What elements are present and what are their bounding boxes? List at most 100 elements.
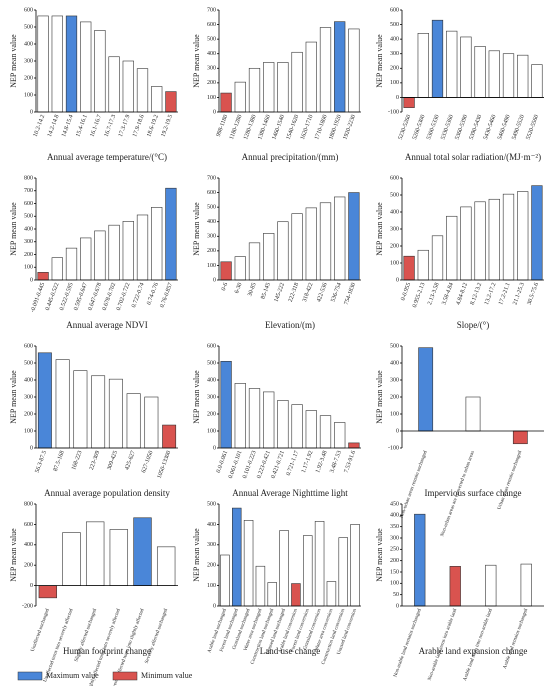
bar [314, 521, 325, 607]
bar [512, 430, 528, 445]
x-tick-label: 10.2-14.2 [33, 114, 47, 138]
bar [220, 261, 232, 281]
bar [417, 249, 429, 281]
y-tick-label: 100 [207, 263, 216, 269]
x-tick-label: 627-1050 [141, 450, 155, 474]
y-tick-label: 400 [207, 219, 216, 225]
x-tick-label: 17.9-18.6 [132, 114, 146, 138]
x-tick-label: 0.76-0.857 [160, 282, 175, 308]
y-axis-label: NEP mean value [192, 34, 201, 88]
bar [446, 30, 458, 98]
bar [502, 193, 515, 281]
y-tick-label: 0 [396, 95, 399, 101]
bar [62, 532, 81, 586]
bar [234, 383, 246, 449]
y-tick-label: 500 [24, 360, 33, 366]
x-tick-label: 1460-1540 [272, 114, 287, 140]
y-tick-label: 500 [390, 192, 399, 198]
legend-label: Maximum value [46, 671, 99, 680]
bar [431, 235, 444, 281]
bar [502, 53, 515, 98]
bar [51, 257, 63, 281]
bar [156, 546, 176, 586]
bar [108, 224, 120, 281]
bar [220, 360, 232, 449]
y-tick-label: 300 [207, 66, 216, 72]
y-axis-label: NEP mean value [9, 34, 18, 88]
y-tick-label: 400 [207, 377, 216, 383]
bar [65, 247, 78, 281]
y-tick-label: 600 [24, 522, 33, 528]
y-tick-label: 150 [390, 569, 399, 575]
x-tick-label: Urban areas remain unchanged [497, 450, 523, 510]
x-tick-label: Non-urban areas remain unchanged [400, 450, 429, 519]
y-axis-label: NEP mean value [192, 370, 201, 424]
bar [303, 535, 313, 607]
x-tick-label: 0.421-0.721 [271, 450, 287, 479]
y-tick-label: 500 [207, 501, 216, 507]
bar [291, 213, 303, 281]
x-tick-label: Arable land turns into non-arable land [463, 608, 494, 682]
y-tick-label: 0 [213, 277, 216, 283]
y-tick-label: 500 [390, 22, 399, 28]
y-axis-label: NEP mean value [9, 528, 18, 582]
bar [403, 255, 415, 281]
bar [108, 56, 120, 113]
x-tick-label: 422-536 [316, 282, 328, 303]
y-tick-label: 0 [213, 603, 216, 609]
bar [460, 206, 472, 281]
bar [334, 422, 346, 449]
x-tick-label: 19.2-19.5 [161, 114, 175, 138]
x-axis-title: Human footprint change [63, 646, 151, 656]
y-tick-label: 700 [24, 188, 33, 194]
x-tick-label: 5300-5330 [426, 114, 441, 140]
y-tick-label: 700 [207, 175, 216, 181]
bar [474, 201, 486, 281]
x-tick-label: 18.6-19.2 [146, 114, 160, 138]
bar [263, 391, 275, 449]
y-tick-label: 200 [24, 563, 33, 569]
bar [122, 60, 134, 113]
x-tick-label: 5490-5520 [511, 114, 526, 140]
y-tick-label: 100 [24, 265, 33, 271]
bar [267, 582, 277, 607]
y-tick-label: -100 [388, 109, 399, 115]
x-tick-label: 4.84-8.12 [456, 282, 470, 306]
legend-swatch [112, 671, 138, 681]
bar [531, 64, 543, 98]
x-tick-label: 0.101-0.223 [242, 450, 258, 479]
chart-panel: 0 100 200 300 400 500 600 NEP mean value 0.0-0.0… [192, 343, 361, 498]
bar [248, 388, 261, 449]
y-tick-label: 200 [207, 248, 216, 254]
x-tick-label: 2.13-3.58 [427, 282, 441, 306]
x-tick-label: 14.2-14.8 [47, 114, 61, 138]
x-tick-label: 16.7-17.3 [104, 114, 118, 138]
x-tick-label: 0.721-1.17 [286, 450, 301, 476]
y-tick-label: 100 [24, 92, 33, 98]
x-tick-label: 5330-5360 [440, 114, 455, 140]
y-axis-label: NEP mean value [192, 202, 201, 256]
y-tick-label: 300 [24, 58, 33, 64]
bar [37, 272, 49, 281]
y-tick-label: 200 [390, 394, 399, 400]
y-tick-label: 600 [24, 7, 33, 13]
bar [162, 424, 177, 449]
bar [488, 198, 500, 281]
bar [234, 256, 246, 281]
bar [37, 352, 52, 449]
x-tick-label: 7.53-91.6 [344, 450, 358, 474]
bar [80, 21, 92, 113]
x-axis-title: Land use change [260, 646, 320, 656]
bar [263, 62, 275, 113]
x-tick-label: 30.5-75.6 [527, 282, 541, 306]
y-tick-label: 400 [24, 542, 33, 548]
x-tick-label: 0.522-0.595 [59, 282, 75, 311]
legend-label: Minimum value [141, 671, 193, 680]
x-tick-label: 13.2-17.2 [484, 282, 498, 306]
y-tick-label: 400 [24, 377, 33, 383]
y-tick-label: 400 [207, 522, 216, 528]
y-tick-label: 200 [207, 563, 216, 569]
y-tick-label: 200 [390, 243, 399, 249]
x-tick-label: 17.2-21.1 [498, 282, 512, 306]
y-tick-label: 400 [390, 209, 399, 215]
